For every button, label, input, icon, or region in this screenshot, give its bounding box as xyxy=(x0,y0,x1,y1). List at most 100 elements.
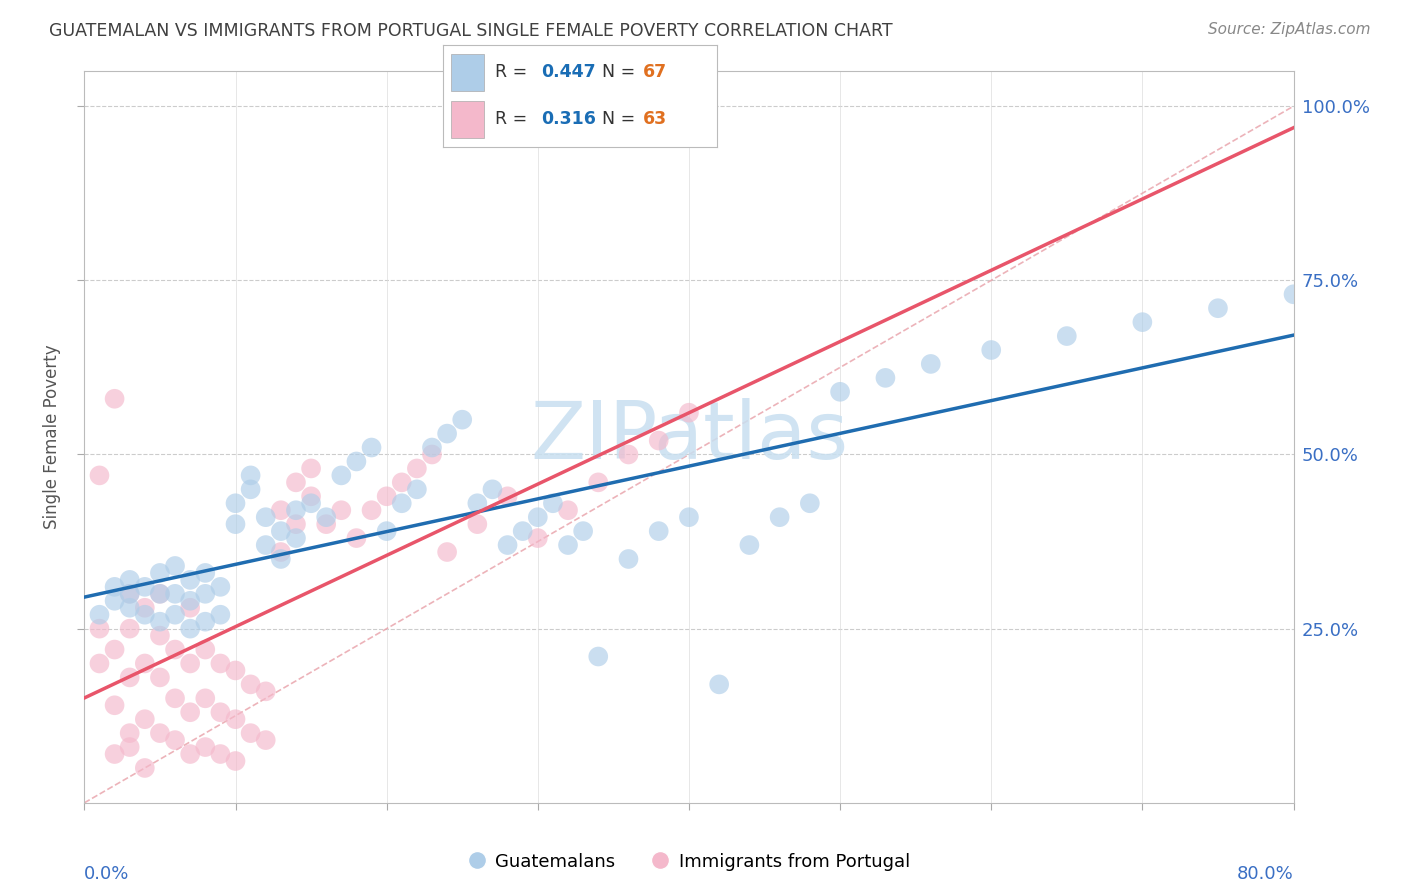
Point xyxy=(118,670,141,684)
Point xyxy=(678,406,700,420)
Point xyxy=(179,747,201,761)
Point xyxy=(194,587,217,601)
Point xyxy=(209,657,232,671)
Point xyxy=(980,343,1002,357)
Point xyxy=(270,552,292,566)
Point xyxy=(481,483,503,497)
Point xyxy=(225,496,247,510)
Point xyxy=(557,503,579,517)
Point xyxy=(346,454,368,468)
Point xyxy=(588,649,610,664)
Point xyxy=(527,531,550,545)
Point xyxy=(165,607,187,622)
Point xyxy=(254,538,277,552)
Point xyxy=(89,607,111,622)
Point xyxy=(179,705,201,719)
Point xyxy=(391,496,413,510)
Point xyxy=(89,657,111,671)
Text: R =: R = xyxy=(495,111,533,128)
Point xyxy=(209,607,232,622)
Point xyxy=(149,629,172,643)
Point xyxy=(134,712,156,726)
Point xyxy=(134,607,156,622)
Point xyxy=(104,698,127,713)
Point xyxy=(285,503,308,517)
Point xyxy=(179,594,201,608)
Point xyxy=(118,587,141,601)
Point xyxy=(194,566,217,580)
Point xyxy=(512,524,534,538)
Point xyxy=(165,691,187,706)
Point xyxy=(165,733,187,747)
Point xyxy=(254,684,277,698)
Point xyxy=(617,448,640,462)
Point xyxy=(315,510,337,524)
Point xyxy=(299,496,322,510)
Point xyxy=(179,622,201,636)
Point xyxy=(239,726,262,740)
Point xyxy=(1056,329,1078,343)
Point xyxy=(118,600,141,615)
Point xyxy=(179,600,201,615)
Point xyxy=(285,517,308,532)
Point xyxy=(541,496,564,510)
Point xyxy=(420,441,443,455)
Point xyxy=(738,538,761,552)
Point xyxy=(406,483,429,497)
Point xyxy=(709,677,731,691)
Text: GUATEMALAN VS IMMIGRANTS FROM PORTUGAL SINGLE FEMALE POVERTY CORRELATION CHART: GUATEMALAN VS IMMIGRANTS FROM PORTUGAL S… xyxy=(49,22,893,40)
Point xyxy=(149,670,172,684)
Point xyxy=(496,538,519,552)
Point xyxy=(360,441,382,455)
Point xyxy=(134,657,156,671)
Point xyxy=(467,496,489,510)
Point xyxy=(588,475,610,490)
Point xyxy=(225,712,247,726)
Point xyxy=(769,510,792,524)
Text: 0.447: 0.447 xyxy=(541,62,596,81)
Point xyxy=(194,740,217,755)
Point xyxy=(617,552,640,566)
Point xyxy=(527,510,550,524)
Point xyxy=(436,545,458,559)
Point xyxy=(360,503,382,517)
Point xyxy=(678,510,700,524)
Point xyxy=(254,510,277,524)
Text: ZIPatlas: ZIPatlas xyxy=(530,398,848,476)
Point xyxy=(330,468,353,483)
Legend: Guatemalans, Immigrants from Portugal: Guatemalans, Immigrants from Portugal xyxy=(461,846,917,878)
Point xyxy=(149,615,172,629)
Point xyxy=(149,587,172,601)
Point xyxy=(270,503,292,517)
Point xyxy=(648,434,671,448)
Point xyxy=(89,622,111,636)
Point xyxy=(315,517,337,532)
Point xyxy=(391,475,413,490)
Point xyxy=(875,371,897,385)
Point xyxy=(104,642,127,657)
Point xyxy=(451,412,474,426)
Point xyxy=(557,538,579,552)
Point xyxy=(209,747,232,761)
Text: 67: 67 xyxy=(643,62,668,81)
Point xyxy=(406,461,429,475)
Point xyxy=(436,426,458,441)
Point xyxy=(270,545,292,559)
Point xyxy=(648,524,671,538)
Point xyxy=(149,566,172,580)
Point xyxy=(1282,287,1305,301)
Point xyxy=(285,531,308,545)
Point xyxy=(165,642,187,657)
Text: R =: R = xyxy=(495,62,533,81)
Point xyxy=(225,664,247,678)
Point xyxy=(89,468,111,483)
Point xyxy=(225,517,247,532)
Point xyxy=(179,657,201,671)
Point xyxy=(165,558,187,573)
Point xyxy=(239,483,262,497)
Point xyxy=(920,357,942,371)
Point xyxy=(239,677,262,691)
FancyBboxPatch shape xyxy=(451,54,484,91)
Text: 63: 63 xyxy=(643,111,668,128)
Point xyxy=(1130,315,1153,329)
